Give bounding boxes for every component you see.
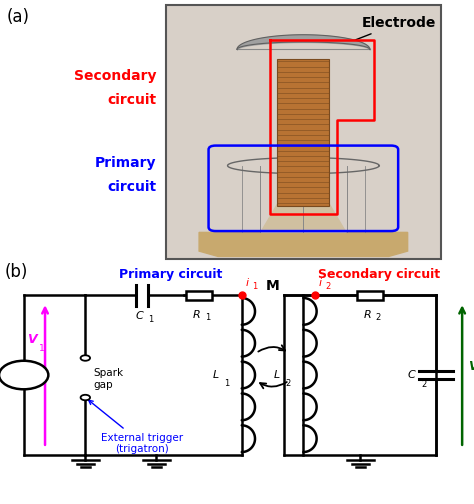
Text: Primary: Primary — [95, 156, 156, 170]
Text: HV: HV — [0, 368, 9, 382]
Text: 2: 2 — [421, 380, 426, 389]
Text: V: V — [468, 360, 474, 373]
Circle shape — [81, 355, 90, 361]
Text: 2: 2 — [326, 282, 331, 290]
Text: circuit: circuit — [107, 180, 156, 194]
Text: V: V — [27, 333, 36, 346]
Text: C: C — [408, 370, 415, 380]
Text: External trigger
(trigatron): External trigger (trigatron) — [89, 400, 183, 454]
Text: 1: 1 — [148, 315, 154, 324]
Text: R: R — [364, 310, 371, 320]
Text: 2: 2 — [285, 379, 291, 388]
Text: Electrode: Electrode — [352, 16, 436, 41]
Text: (a): (a) — [7, 8, 30, 26]
Text: i: i — [246, 278, 249, 288]
Polygon shape — [199, 232, 408, 257]
Text: M: M — [265, 279, 280, 293]
Bar — [277, 59, 329, 206]
Polygon shape — [280, 166, 327, 201]
Text: Spark
gap: Spark gap — [94, 368, 124, 390]
Text: 2: 2 — [376, 313, 381, 322]
Text: 1: 1 — [252, 282, 257, 290]
Text: (b): (b) — [5, 263, 28, 281]
Text: 1: 1 — [39, 344, 45, 353]
Bar — [356, 291, 383, 299]
Text: −: − — [18, 374, 29, 388]
Polygon shape — [261, 201, 346, 232]
Text: Primary circuit: Primary circuit — [119, 268, 222, 281]
Circle shape — [81, 395, 90, 400]
Text: i: i — [319, 278, 322, 288]
Text: R: R — [193, 310, 201, 320]
Text: Secondary circuit: Secondary circuit — [318, 268, 440, 281]
Circle shape — [0, 361, 48, 389]
Text: 1: 1 — [224, 379, 229, 388]
Bar — [186, 291, 212, 299]
Text: L: L — [212, 370, 219, 380]
Text: 1: 1 — [205, 313, 210, 322]
Text: circuit: circuit — [107, 93, 156, 107]
Text: +: + — [18, 362, 29, 375]
Text: L: L — [274, 370, 281, 380]
Text: C: C — [136, 311, 144, 322]
Bar — [166, 6, 441, 259]
Text: Secondary: Secondary — [74, 70, 156, 83]
